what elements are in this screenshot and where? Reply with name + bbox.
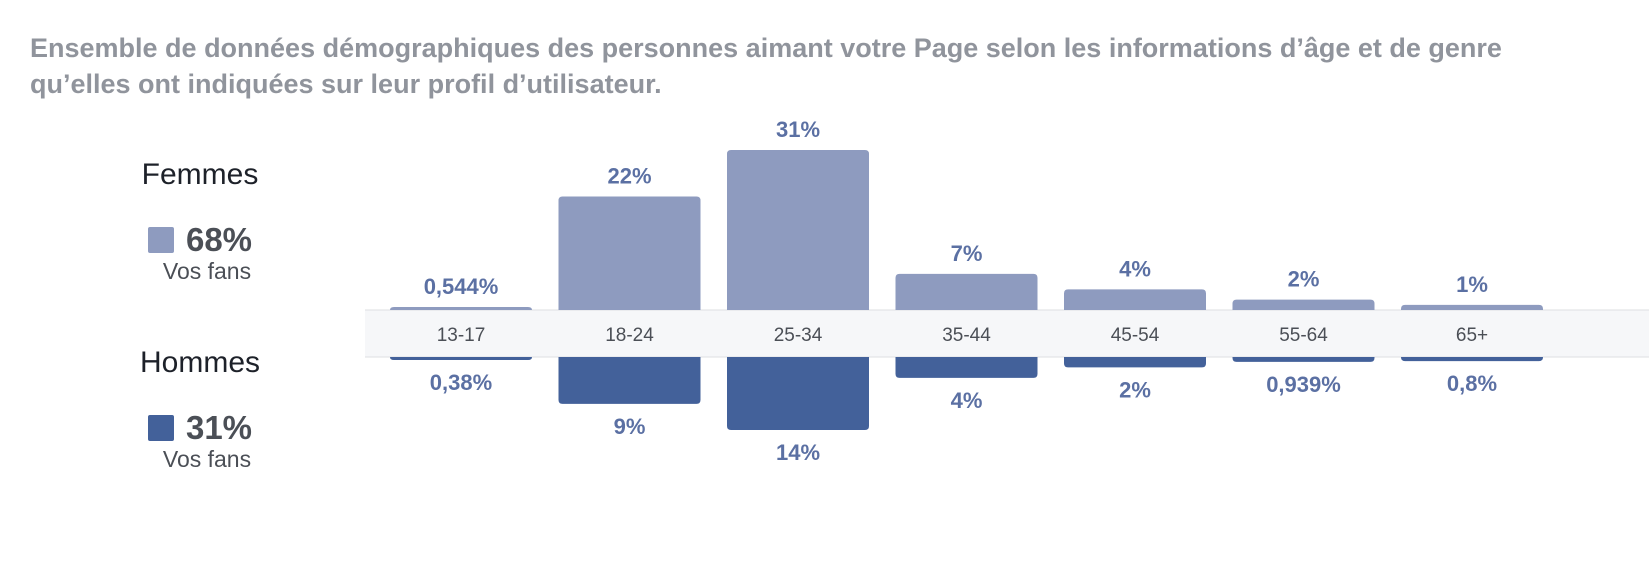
data-label-men: 9%	[614, 414, 646, 439]
age-tick-label: 18-24	[605, 325, 654, 346]
bar-women	[1401, 304, 1543, 310]
legend-men-value-row: 31%	[100, 408, 300, 448]
legend-men: Hommes 31% Vos fans	[100, 343, 300, 473]
data-label-women: 2%	[1288, 267, 1320, 292]
data-label-men: 0,8%	[1447, 371, 1497, 396]
bar-men	[1064, 357, 1206, 368]
data-label-men: 0,939%	[1266, 372, 1341, 397]
legend-women-title: Femmes	[141, 158, 259, 191]
data-label-men: 4%	[951, 388, 983, 413]
data-label-women: 7%	[951, 241, 983, 266]
legend-men-title: Hommes	[139, 346, 260, 379]
legend-women-caption: Vos fans	[162, 258, 252, 284]
age-tick-label: 55-64	[1279, 325, 1328, 346]
legend-women-percent: 68%	[185, 221, 253, 258]
data-label-men: 2%	[1119, 377, 1151, 402]
bar-men	[390, 357, 532, 360]
bar-men	[1232, 357, 1375, 362]
data-label-women: 4%	[1119, 256, 1151, 281]
bar-women	[1232, 299, 1375, 310]
legend-women-value-row: 68%	[100, 220, 300, 260]
data-label-men: 0,38%	[430, 370, 492, 395]
bar-men	[895, 357, 1038, 378]
age-tick-label: 25-34	[774, 325, 823, 346]
data-label-women: 1%	[1456, 272, 1488, 297]
bar-women	[895, 273, 1038, 310]
age-tick-label: 35-44	[942, 325, 991, 346]
age-tick-label: 13-17	[437, 325, 486, 346]
data-label-men: 14%	[776, 440, 820, 465]
legend-men-swatch	[147, 415, 174, 441]
legend-women: Femmes 68% Vos fans	[100, 155, 300, 285]
legend-men-percent: 31%	[185, 409, 253, 446]
age-tick-label: 65+	[1456, 325, 1488, 346]
data-label-women: 22%	[607, 163, 651, 188]
bar-women	[558, 196, 701, 310]
bar-women	[727, 150, 869, 310]
description-text: Ensemble de données démographiques des p…	[30, 33, 1502, 99]
bar-women	[1064, 289, 1206, 310]
bar-women	[390, 307, 532, 310]
bar-men	[1401, 357, 1543, 362]
axis-band	[365, 310, 1649, 357]
labels-group: 13-17 18-24 25-34 35-44 45-54 55-64 65+ 0,544% 2…	[424, 117, 1497, 465]
bar-men	[727, 357, 869, 430]
legend-women-swatch	[147, 227, 174, 253]
legend-men-caption: Vos fans	[162, 446, 252, 472]
bars-group	[390, 150, 1543, 430]
age-tick-label: 45-54	[1111, 325, 1160, 346]
data-label-women: 31%	[776, 117, 820, 142]
bar-men	[558, 357, 701, 404]
data-label-women: 0,544%	[424, 274, 499, 299]
